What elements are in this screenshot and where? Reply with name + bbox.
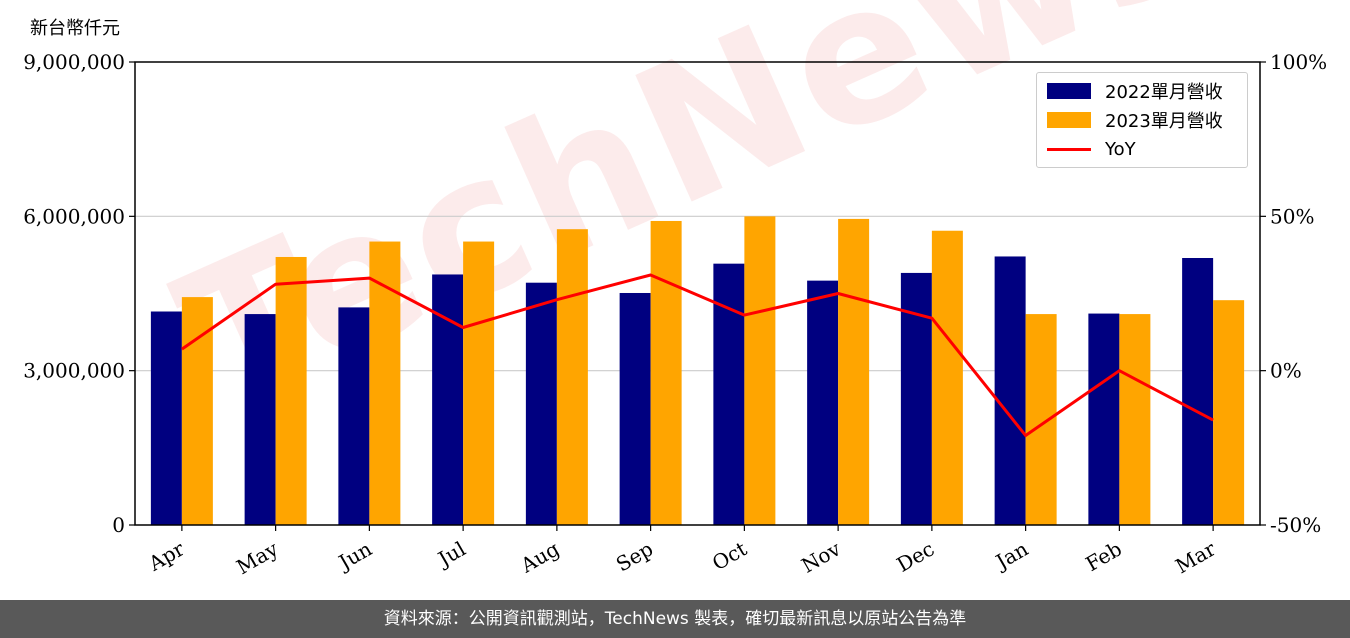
- bar-2022-mar: [1182, 258, 1214, 525]
- x-tick-label-nov: Nov: [797, 536, 845, 578]
- legend-line-yoy: [1047, 147, 1091, 151]
- x-tick-label-aug: Aug: [516, 536, 564, 577]
- legend-item-2023: 2023單月營收: [1047, 106, 1223, 134]
- bar-2022-aug: [525, 282, 557, 525]
- y2-tick-label: -50%: [1270, 513, 1321, 537]
- bar-2023-nov: [838, 218, 870, 525]
- x-tick-label-may: May: [232, 536, 282, 579]
- bar-2023-mar: [1213, 300, 1245, 525]
- legend-swatch-2023: [1047, 112, 1091, 128]
- x-tick-label-oct: Oct: [708, 537, 751, 576]
- x-tick-label-feb: Feb: [1081, 537, 1125, 576]
- bar-2023-dec: [931, 230, 963, 525]
- bar-2023-may: [275, 256, 307, 525]
- y-tick-label: 6,000,000: [23, 204, 125, 228]
- x-tick-label-dec: Dec: [893, 537, 939, 577]
- bar-2022-sep: [619, 292, 651, 525]
- bar-2023-oct: [744, 216, 776, 526]
- legend-item-yoy: YoY: [1047, 135, 1136, 163]
- bar-2023-aug: [556, 229, 588, 525]
- chart: 0 3,000,000 6,000,000 9,000,000 -50% 0% 50% 100…: [23, 50, 1327, 579]
- legend-label-yoy: YoY: [1105, 138, 1136, 160]
- bar-2022-jun: [338, 307, 370, 525]
- x-tick-label-sep: Sep: [612, 537, 657, 577]
- legend-label-2023: 2023單月營收: [1105, 111, 1223, 132]
- bar-2022-feb: [1088, 313, 1120, 525]
- y-tick-label: 3,000,000: [23, 359, 125, 383]
- y2-tick-label: 0%: [1270, 359, 1302, 383]
- footer-source: 資料來源：公開資訊觀測站，TechNews 製表，確切最新訊息以原站公告為準: [0, 600, 1350, 638]
- bar-2022-may: [244, 314, 276, 525]
- bar-2022-jan: [994, 256, 1026, 525]
- bar-2023-jan: [1025, 314, 1057, 525]
- yoy-line: [181, 273, 1214, 437]
- x-tick-label-jun: Jun: [333, 536, 376, 575]
- bar-2023-sep: [650, 220, 682, 526]
- bar-2023-jun: [369, 241, 401, 525]
- y2-tick-label: 100%: [1270, 50, 1327, 74]
- bar-2022-apr: [150, 311, 182, 525]
- x-tick-label-mar: Mar: [1171, 536, 1220, 578]
- plot-frame: [134, 61, 1261, 526]
- x-tick-label-apr: Apr: [144, 536, 189, 576]
- y2-tick-label: 50%: [1270, 204, 1314, 228]
- x-tick-label-jan: Jan: [990, 536, 1032, 574]
- unit-label: 新台幣仟元: [30, 18, 120, 39]
- bar-2022-nov: [807, 280, 839, 525]
- legend-item-2022: 2022單月營收: [1047, 77, 1223, 105]
- y-tick-label: 0: [112, 513, 125, 537]
- bar-2023-apr: [181, 297, 213, 525]
- y-tick-label: 9,000,000: [23, 50, 125, 74]
- legend-swatch-2022: [1047, 83, 1091, 99]
- bar-2022-jul: [432, 274, 464, 525]
- chart-legend: 2022單月營收 2023單月營收 YoY: [1036, 72, 1248, 168]
- legend-label-2022: 2022單月營收: [1105, 82, 1223, 103]
- bar-2023-jul: [463, 241, 495, 525]
- bar-2023-feb: [1119, 314, 1151, 525]
- x-tick-label-jul: Jul: [432, 537, 469, 572]
